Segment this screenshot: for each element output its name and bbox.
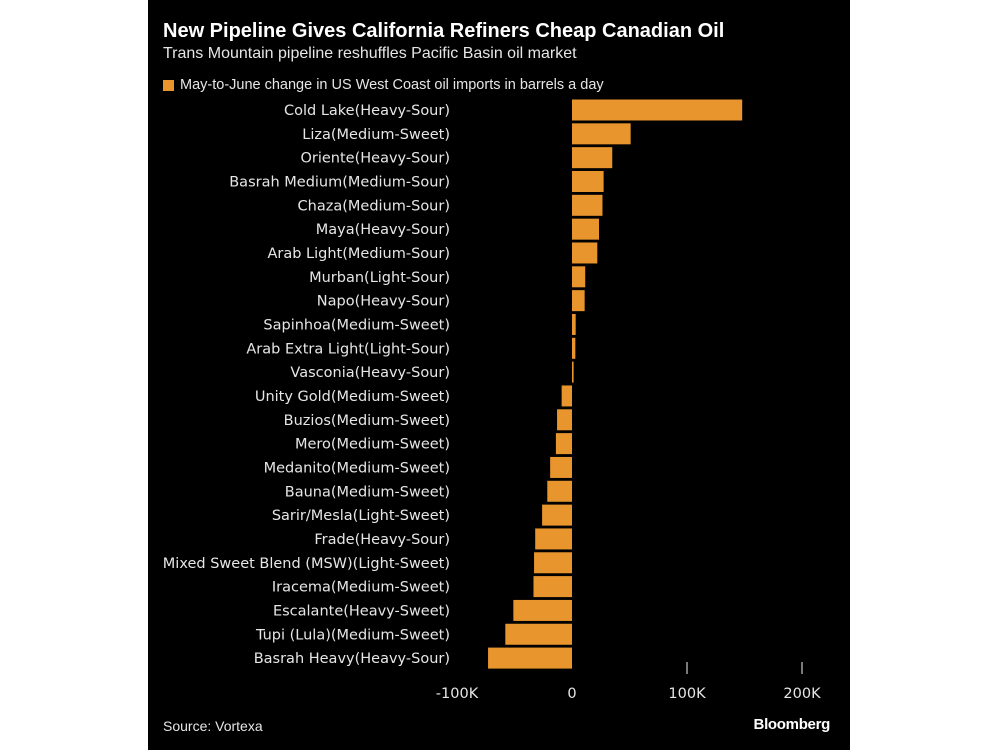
bar [572, 313, 576, 335]
legend: May-to-June change in US West Coast oil … [163, 77, 604, 93]
bar [572, 337, 576, 359]
category-label: Iracema(Medium-Sweet) [272, 580, 450, 596]
category-label: Bauna(Medium-Sweet) [285, 484, 450, 500]
chart-panel: New Pipeline Gives California Refiners C… [148, 0, 850, 750]
category-label: Buzios(Medium-Sweet) [284, 413, 450, 429]
bar [572, 242, 598, 264]
category-label: Chaza(Medium-Sour) [298, 198, 450, 214]
category-label: Napo(Heavy-Sour) [317, 294, 450, 310]
bar-chart: Cold Lake(Heavy-Sour) Liza(Medium-Sweet) O… [163, 99, 821, 702]
category-label: Murban(Light-Sour) [309, 270, 450, 286]
legend-swatch [163, 79, 174, 91]
bar [572, 170, 604, 192]
bar [505, 623, 572, 645]
category-label: Sarir/Mesla(Light-Sweet) [272, 508, 450, 524]
bar [550, 456, 572, 478]
category-label: Vasconia(Heavy-Sour) [290, 365, 450, 381]
bar [572, 123, 631, 145]
legend-label: May-to-June change in US West Coast oil … [180, 77, 604, 93]
category-label: Basrah Medium(Medium-Sour) [229, 174, 450, 190]
category-label: Basrah Heavy(Heavy-Sour) [254, 651, 450, 667]
category-label: Oriente(Heavy-Sour) [300, 151, 450, 167]
category-label: Mero(Medium-Sweet) [295, 437, 450, 453]
category-label: Medanito(Medium-Sweet) [264, 460, 450, 476]
category-label: Mixed Sweet Blend (MSW)(Light-Sweet) [163, 556, 450, 572]
category-label: Arab Extra Light(Light-Sour) [246, 341, 450, 357]
category-label: Arab Light(Medium-Sour) [267, 246, 450, 262]
category-label: Unity Gold(Medium-Sweet) [255, 389, 450, 405]
category-label: Maya(Heavy-Sour) [316, 222, 450, 238]
x-tick-label: 200K [783, 686, 821, 702]
x-tick-label: -100K [436, 686, 479, 702]
bloomberg-logo: Bloomberg [753, 716, 831, 733]
bar [572, 361, 574, 383]
chart-subtitle: Trans Mountain pipeline reshuffles Pacif… [163, 45, 577, 62]
x-tick-label: 100K [668, 686, 706, 702]
category-label: Sapinhoa(Medium-Sweet) [263, 317, 450, 333]
bar [572, 99, 743, 121]
bar [513, 599, 572, 621]
category-label: Tupi (Lula)(Medium-Sweet) [255, 627, 450, 643]
bar [572, 266, 586, 288]
source-note: Source: Vortexa [163, 718, 263, 734]
bar [572, 290, 585, 312]
bar [533, 576, 572, 598]
category-label: Escalante(Heavy-Sweet) [273, 603, 450, 619]
x-tick-label: 0 [567, 686, 576, 702]
bar [555, 433, 572, 455]
bar [572, 218, 600, 240]
category-label: Liza(Medium-Sweet) [302, 127, 450, 143]
chart-title: New Pipeline Gives California Refiners C… [163, 20, 725, 42]
bar [572, 147, 613, 169]
bar [561, 385, 572, 407]
bar [542, 504, 572, 526]
bar [488, 647, 572, 669]
bar [534, 552, 572, 574]
bar [572, 194, 603, 216]
bar [535, 528, 572, 550]
bar [547, 480, 572, 502]
category-label: Cold Lake(Heavy-Sour) [284, 103, 450, 119]
category-label: Frade(Heavy-Sour) [314, 532, 450, 548]
bar [557, 409, 572, 431]
